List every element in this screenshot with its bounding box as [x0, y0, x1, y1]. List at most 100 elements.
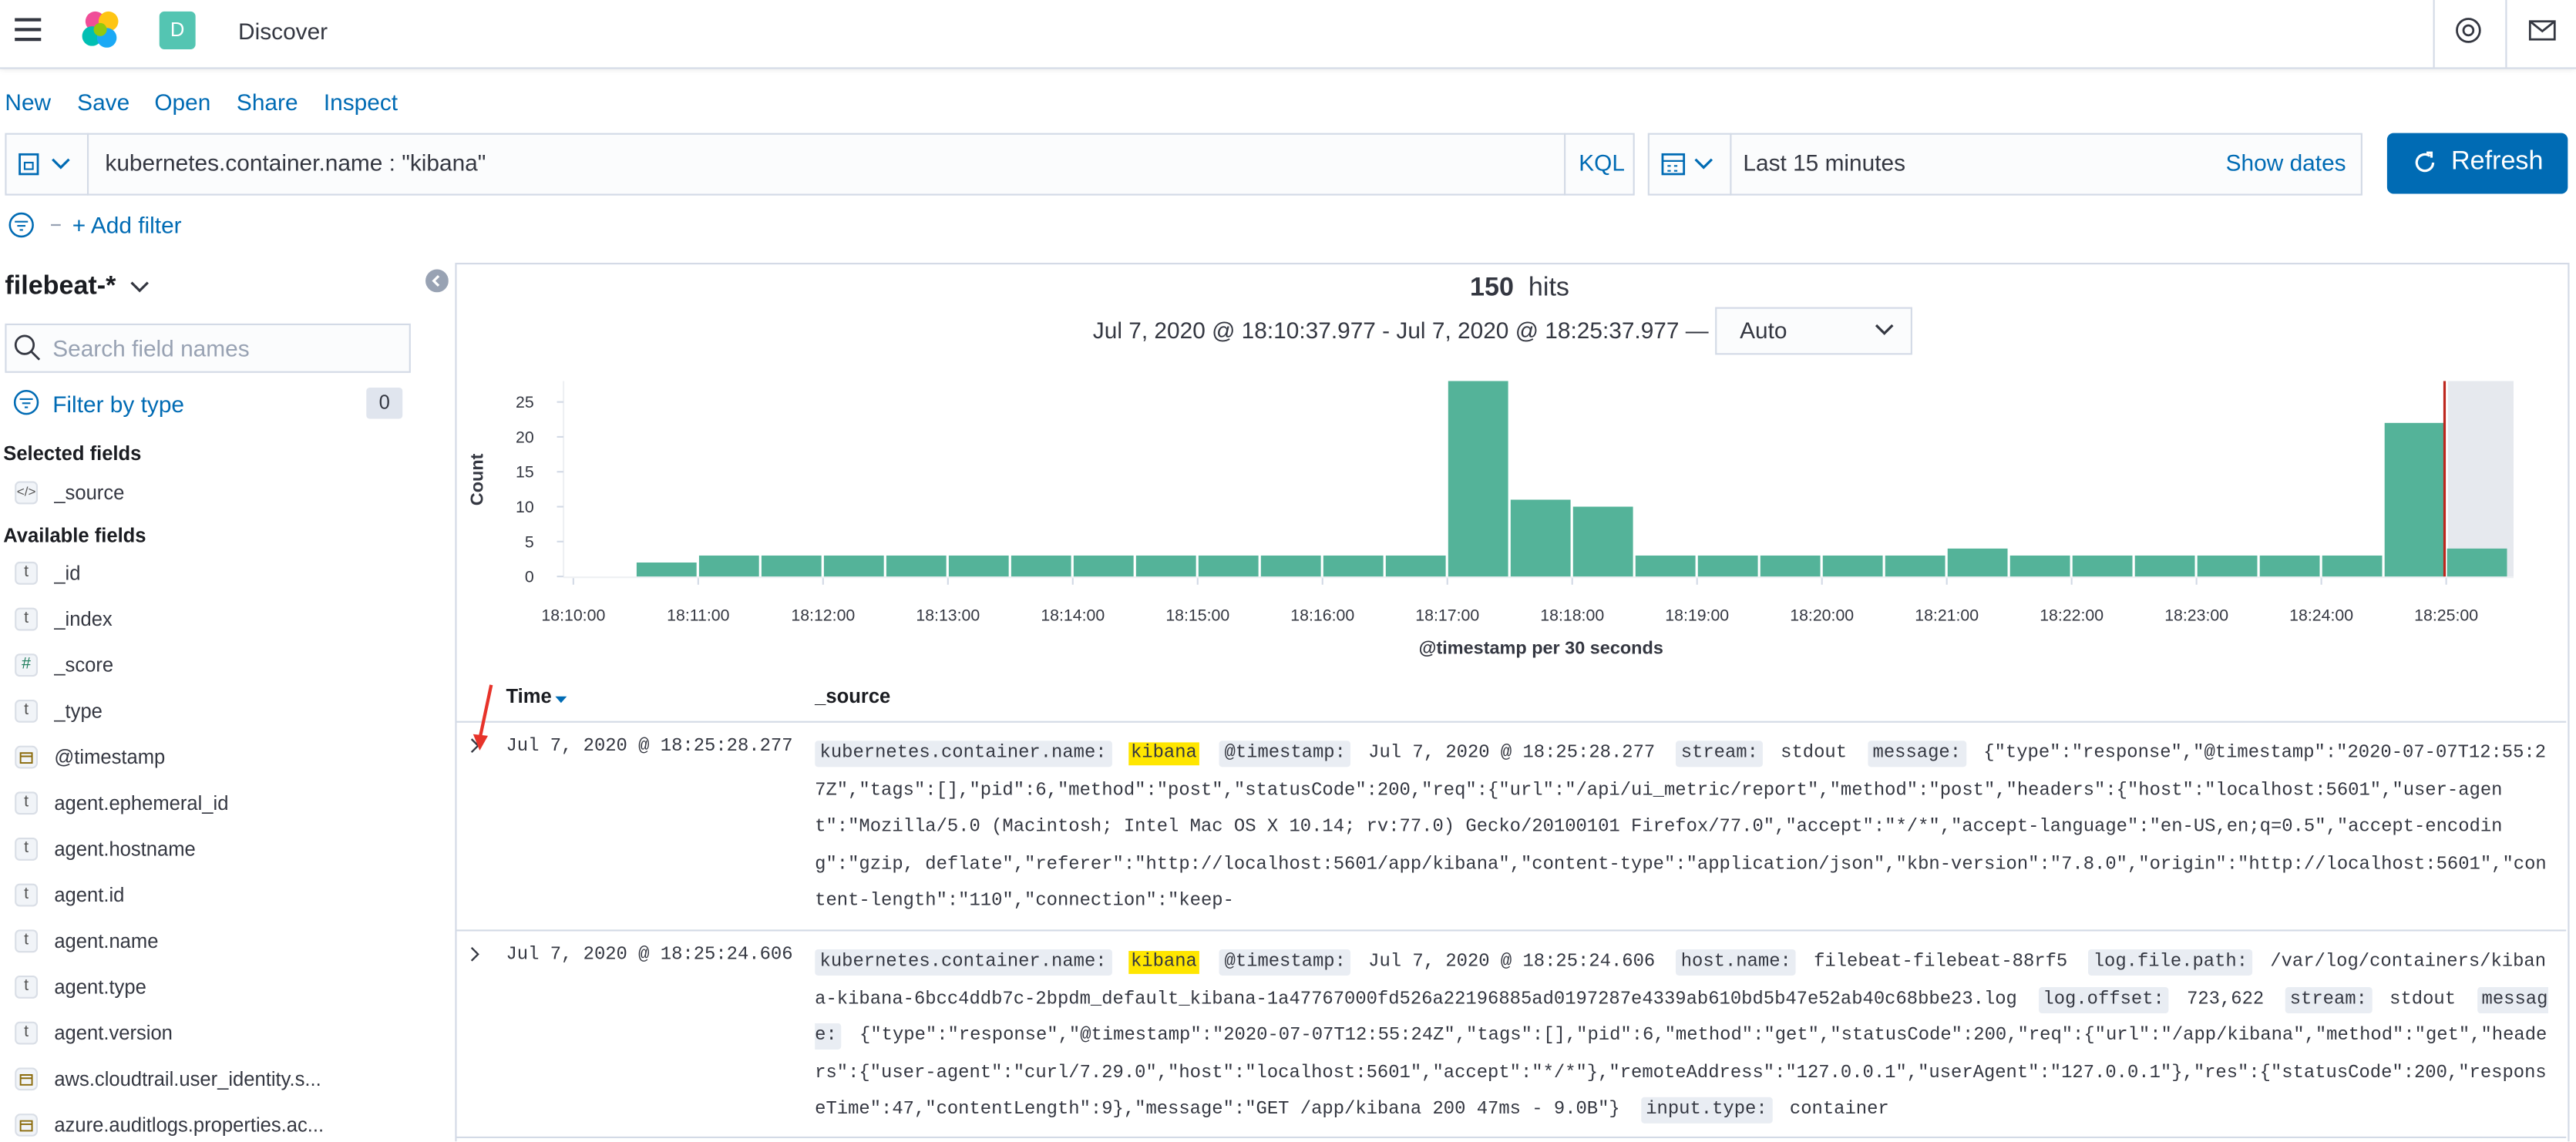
- field-name[interactable]: aws.cloudtrail.user_identity.s...: [54, 1067, 321, 1091]
- field-key: stream:: [1676, 741, 1764, 767]
- field-search[interactable]: [5, 323, 411, 373]
- field-type-icon: t: [15, 929, 39, 953]
- filter-icon[interactable]: [8, 212, 61, 238]
- field-key: message:: [1868, 741, 1966, 767]
- icon-shape: [15, 1113, 39, 1137]
- bar: [761, 555, 822, 577]
- y-tick-label: 20: [516, 428, 534, 446]
- hit-number: 150: [1470, 274, 1514, 303]
- time-range[interactable]: Last 15 minutes: [1743, 149, 1906, 176]
- field-name[interactable]: @timestamp: [54, 745, 166, 769]
- bar: [698, 555, 759, 577]
- menu-button[interactable]: [12, 15, 45, 44]
- menu-item[interactable]: Open: [154, 89, 211, 116]
- field-value: filebeat-filebeat-88rf5: [1814, 952, 2068, 972]
- divider: [2433, 0, 2435, 68]
- icon-shape: [19, 1120, 33, 1132]
- bar: [1135, 555, 1196, 577]
- interval-value: Auto: [1740, 317, 1787, 344]
- filter-by-type[interactable]: Filter by type: [52, 391, 185, 418]
- index-pattern[interactable]: filebeat-*: [5, 272, 116, 301]
- partial-bucket-shade: [2447, 381, 2514, 577]
- divider: [1564, 133, 1566, 196]
- bar: [1510, 499, 1571, 577]
- x-tick-label: 18:25:00: [2414, 606, 2478, 625]
- icon-shape: [19, 1074, 33, 1086]
- row-divider: [456, 1136, 2567, 1139]
- field-name[interactable]: _score: [54, 653, 114, 677]
- field-name[interactable]: agent.hostname: [54, 838, 196, 861]
- field-value: kibana: [1128, 951, 1199, 974]
- field-type-icon: t: [15, 791, 39, 815]
- field-name[interactable]: agent.type: [54, 976, 146, 999]
- bar: [1073, 555, 1134, 577]
- field-name[interactable]: _index: [54, 607, 113, 631]
- field-name[interactable]: agent.ephemeral_id: [54, 791, 229, 815]
- x-tick-label: 18:18:00: [1540, 606, 1604, 625]
- field-name[interactable]: _id: [54, 561, 81, 585]
- quick-menu-button[interactable]: [1661, 151, 1720, 177]
- menu-item[interactable]: New: [5, 89, 52, 116]
- field-name[interactable]: agent.version: [54, 1021, 173, 1045]
- row-divider: [456, 720, 2567, 723]
- x-tick-label: 18:21:00: [1915, 606, 1979, 625]
- field-name[interactable]: _source: [54, 481, 125, 505]
- menu-item[interactable]: Share: [236, 89, 298, 116]
- field-name[interactable]: _type: [54, 699, 103, 723]
- date-picker: [1647, 133, 2362, 196]
- menu-item[interactable]: Save: [77, 89, 130, 116]
- x-tick-label: 18:11:00: [667, 606, 729, 625]
- interval-select[interactable]: [1715, 307, 1912, 355]
- space-badge[interactable]: D: [159, 11, 196, 49]
- field-type-icon: t: [15, 838, 39, 861]
- index-chevron[interactable]: [128, 277, 151, 297]
- search-placeholder: Search field names: [52, 334, 250, 361]
- field-type-icon: [15, 1067, 39, 1091]
- field-name[interactable]: azure.auditlogs.properties.ac...: [54, 1113, 325, 1137]
- saved-query-button[interactable]: [18, 151, 77, 177]
- show-dates[interactable]: Show dates: [2225, 149, 2346, 176]
- logo[interactable]: [80, 8, 123, 51]
- bar: [1635, 555, 1696, 577]
- field-key: @timestamp:: [1219, 949, 1351, 976]
- expand-toggle[interactable]: [468, 946, 481, 962]
- field-type-icon: t: [15, 561, 39, 585]
- field-key: input.type:: [1640, 1097, 1773, 1124]
- field-value: Jul 7, 2020 @ 18:25:24.606: [1368, 952, 1656, 972]
- query-input[interactable]: kubernetes.container.name : "kibana": [105, 149, 486, 176]
- search-icon: [14, 334, 41, 361]
- x-tick-label: 18:12:00: [791, 606, 855, 625]
- time-range-text: Jul 7, 2020 @ 18:10:37.977 - Jul 7, 2020…: [1092, 317, 1709, 344]
- hit-label: hits: [1528, 274, 1570, 303]
- column-header[interactable]: Time: [506, 684, 552, 708]
- x-tick-label: 18:14:00: [1041, 606, 1105, 625]
- sort-icon[interactable]: [553, 693, 570, 706]
- menu-item[interactable]: Inspect: [323, 89, 399, 116]
- bar: [1760, 555, 1821, 577]
- field-name[interactable]: agent.name: [54, 929, 159, 953]
- field-type-icon: t: [15, 883, 39, 907]
- field-value: Jul 7, 2020 @ 18:25:28.277: [1368, 744, 1656, 764]
- language-toggle[interactable]: KQL: [1579, 149, 1625, 176]
- query-bar: [5, 133, 1635, 196]
- field-value: kibana: [1128, 742, 1199, 766]
- field-name[interactable]: agent.id: [54, 883, 125, 907]
- chevron: [470, 946, 479, 962]
- bar: [1448, 381, 1508, 577]
- bar: [886, 555, 947, 577]
- bar: [2197, 555, 2258, 577]
- help-icon[interactable]: [2454, 16, 2482, 44]
- y-tick-label: 0: [525, 568, 534, 586]
- bar: [1885, 555, 1945, 577]
- add-filter[interactable]: + Add filter: [72, 211, 182, 239]
- mail-icon[interactable]: [2528, 18, 2556, 42]
- x-tick-label: 18:15:00: [1165, 606, 1229, 625]
- doc-source: kubernetes.container.name: kibana @times…: [815, 736, 2550, 922]
- collapse-button[interactable]: [425, 269, 449, 293]
- y-tick-label: 25: [516, 393, 534, 411]
- filter-count: 0: [366, 388, 403, 419]
- bar: [1198, 555, 1259, 577]
- bar: [1385, 555, 1446, 577]
- x-tick-label: 18:10:00: [541, 606, 605, 625]
